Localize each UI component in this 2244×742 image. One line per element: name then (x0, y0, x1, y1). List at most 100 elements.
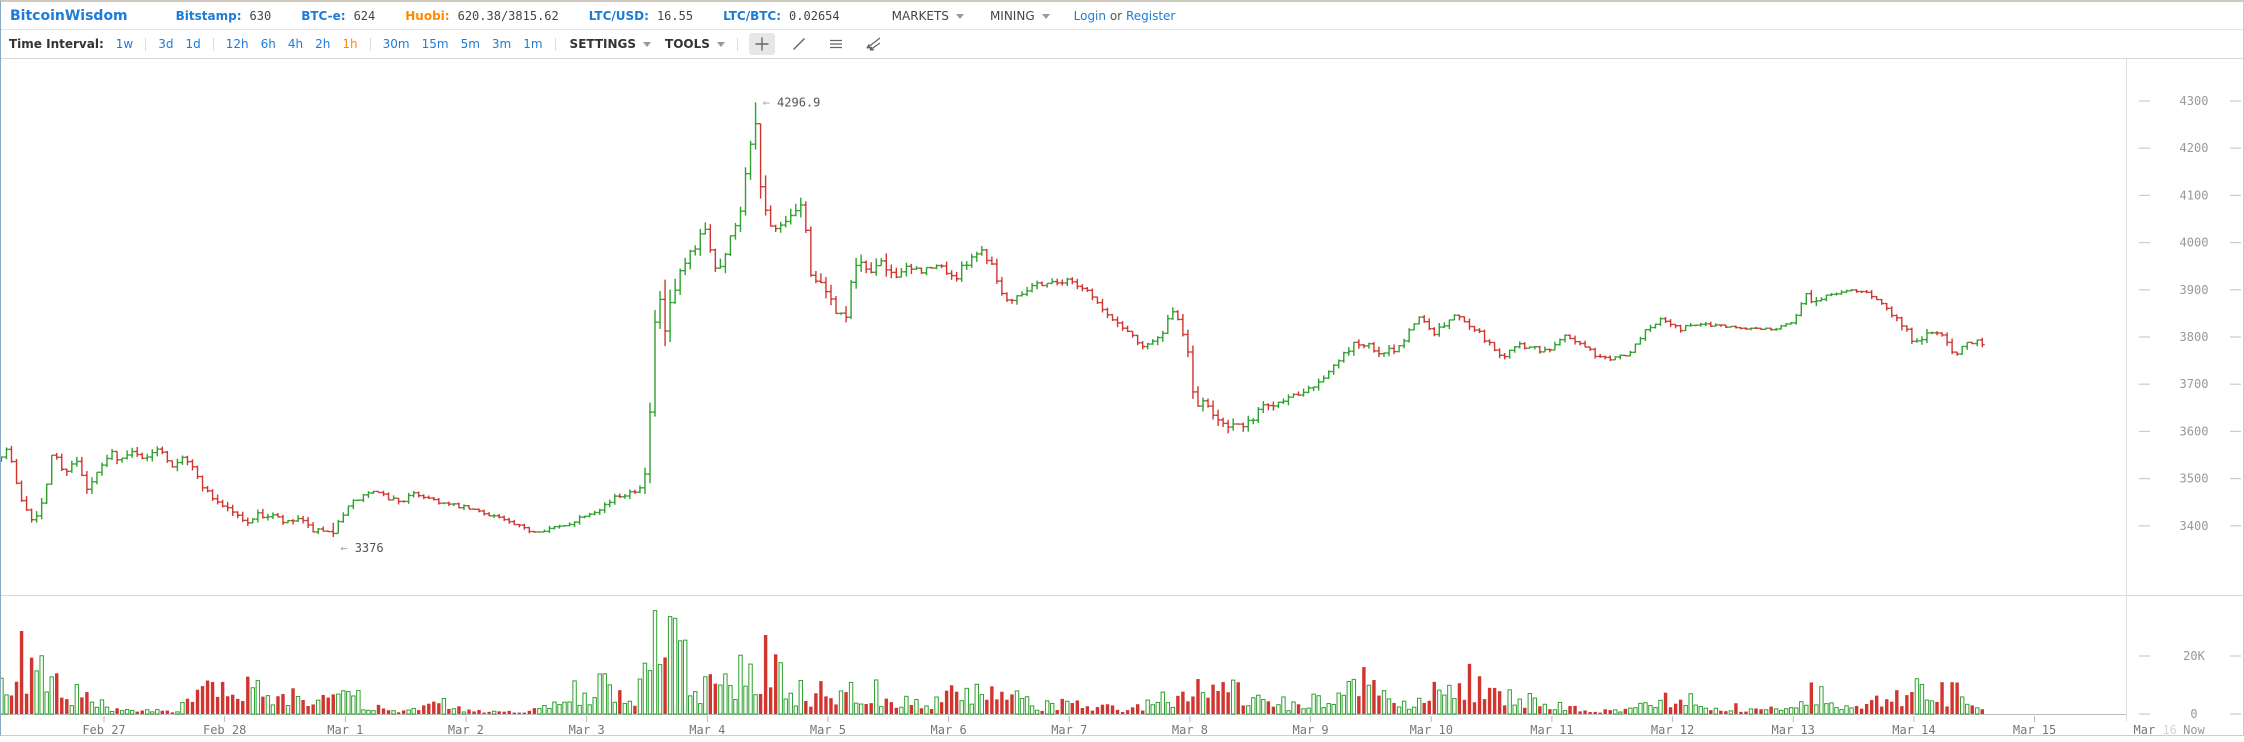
price-tick-label: 4200 (2180, 141, 2209, 155)
interval-group-separator (369, 37, 371, 51)
price-tick-label: 3500 (2180, 472, 2209, 486)
date-label: Feb 27 (82, 723, 125, 737)
ticker-value: 624 (353, 8, 376, 23)
header: BitcoinWisdom Bitstamp: 630 BTC-e: 624 Huobi… (1, 2, 2243, 30)
price-tick-label: 4100 (2180, 188, 2209, 202)
date-label: Mar 11 (1530, 723, 1573, 737)
crosshair-tool-button[interactable] (748, 33, 775, 55)
trendline-icon (792, 38, 805, 50)
ticker-label: LTC/USD: (588, 8, 649, 23)
date-label: Mar 6 (931, 723, 967, 737)
volume-tick-label: 20K (2183, 649, 2205, 663)
price-tick-label: 4300 (2180, 94, 2209, 108)
price-axis: 4300 4200 4100 4000 3900 3800 3700 3600 3500 3400 (2139, 94, 2241, 533)
date-label: Mar 4 (689, 723, 725, 737)
horizontal-line-icon (829, 39, 842, 49)
price-tick-label: 3400 (2180, 519, 2209, 533)
interval-12h[interactable]: 12h (225, 37, 249, 51)
time-interval-group: 1w 3d 1d 12h 6h 4h 2h 1h 30m 15m 5m 3m 1m (104, 37, 543, 51)
trendline-tool-button[interactable] (786, 33, 812, 55)
main-menus: MARKETS MINING (866, 9, 1050, 23)
interval-1w[interactable]: 1w (115, 37, 134, 51)
date-label: Mar 9 (1293, 723, 1329, 737)
interval-1d[interactable]: 1d (185, 37, 201, 51)
price-tick-label: 3700 (2180, 377, 2209, 391)
date-label: Mar 8 (1172, 723, 1208, 737)
auth-links: Login or Register (1074, 9, 1176, 23)
interval-1h[interactable]: 1h (342, 37, 358, 51)
horizontal-line-tool-button[interactable] (823, 33, 849, 55)
crosshair-icon (755, 37, 769, 51)
price-tick-label: 3900 (2180, 283, 2209, 297)
candlestick-series (0, 102, 1985, 538)
interval-group-separator (212, 37, 214, 51)
ticker-label: Huobi: (405, 8, 450, 23)
interval-group-separator (145, 37, 147, 51)
chevron-down-icon (643, 42, 652, 47)
volume-series (0, 610, 1984, 715)
settings-menu-label: SETTINGS (569, 37, 637, 51)
date-label: Mar 5 (810, 723, 846, 737)
ticker-btce[interactable]: BTC-e: 624 (301, 9, 375, 23)
chevron-down-icon (1041, 13, 1050, 19)
angle-tool-icon (866, 37, 881, 51)
markets-menu[interactable]: MARKETS (892, 9, 964, 23)
price-tick-label: 3600 (2180, 424, 2209, 438)
date-label: Mar 7 (1051, 723, 1087, 737)
price-tick-label: 3800 (2180, 330, 2209, 344)
interval-15m[interactable]: 15m (421, 37, 449, 51)
high-annotation: ← 4296.9 (763, 95, 821, 109)
mining-menu[interactable]: MINING (990, 9, 1050, 23)
ticker-value: 620.38/3815.62 (457, 8, 559, 23)
ticker-value: 630 (249, 8, 272, 23)
ticker-label: Bitstamp: (175, 8, 242, 23)
interval-3d[interactable]: 3d (158, 37, 174, 51)
tools-menu-label: TOOLS (665, 37, 710, 51)
volume-tick-label: 0 (2190, 707, 2197, 721)
ticker-ltcusd[interactable]: LTC/USD: 16.55 (589, 9, 693, 23)
date-label: Mar 10 (1410, 723, 1453, 737)
chevron-down-icon (955, 13, 964, 19)
now-label: Now (2183, 723, 2205, 737)
toolbar: Time Interval: 1w 3d 1d 12h 6h 4h 2h 1h 30m 15m 5m… (1, 30, 2243, 59)
price-tickers: Bitstamp: 630 BTC-e: 624 Huobi: 620.38/3815.6… (146, 9, 840, 23)
auth-or-text: or (1109, 8, 1123, 23)
interval-6h[interactable]: 6h (260, 37, 276, 51)
date-label: Mar 3 (569, 723, 605, 737)
date-label: Feb 28 (203, 723, 246, 737)
login-link[interactable]: Login (1073, 8, 1106, 23)
settings-menu[interactable]: SETTINGS (570, 37, 652, 51)
ticker-label: BTC-e: (301, 8, 346, 23)
ticker-value: 0.02654 (789, 8, 840, 23)
price-volume-chart[interactable]: 4300 4200 4100 4000 3900 3800 3700 3600 3500 3400… (0, 59, 2243, 738)
date-label: Mar 12 (1651, 723, 1694, 737)
chart-area[interactable]: 4300 4200 4100 4000 3900 3800 3700 3600 3500 3400… (0, 59, 2243, 738)
interval-30m[interactable]: 30m (382, 37, 410, 51)
date-label: Mar 15 (2013, 723, 2056, 737)
brand-logo[interactable]: BitcoinWisdom (10, 7, 128, 24)
future-date-label: Mar 16 (2134, 723, 2177, 737)
interval-3m[interactable]: 3m (491, 37, 512, 51)
low-annotation: ← 3376 (340, 541, 383, 555)
interval-1m[interactable]: 1m (523, 37, 543, 51)
ticker-bitstamp[interactable]: Bitstamp: 630 (176, 9, 272, 23)
date-label: Mar 2 (448, 723, 484, 737)
angle-tool-button[interactable] (860, 33, 886, 55)
interval-2h[interactable]: 2h (315, 37, 331, 51)
markets-menu-label: MARKETS (891, 8, 949, 23)
date-label: Mar 14 (1892, 723, 1935, 737)
toolbar-separator (736, 37, 738, 51)
tools-menu[interactable]: TOOLS (665, 37, 725, 51)
date-axis: Feb 27 Feb 28 Mar 1 Mar 2 Mar 3 Mar 4 Mar 5 Mar… (82, 716, 2206, 737)
date-label: Mar 13 (1772, 723, 1815, 737)
interval-4h[interactable]: 4h (287, 37, 304, 51)
ticker-value: 16.55 (656, 8, 694, 23)
ticker-huobi[interactable]: Huobi: 620.38/3815.62 (405, 9, 559, 23)
ticker-ltcbtc[interactable]: LTC/BTC: 0.02654 (723, 9, 840, 23)
date-label: Mar 1 (327, 723, 363, 737)
ticker-label: LTC/BTC: (723, 8, 782, 23)
interval-5m[interactable]: 5m (460, 37, 480, 51)
price-tick-label: 4000 (2180, 236, 2209, 250)
register-link[interactable]: Register (1125, 8, 1176, 23)
